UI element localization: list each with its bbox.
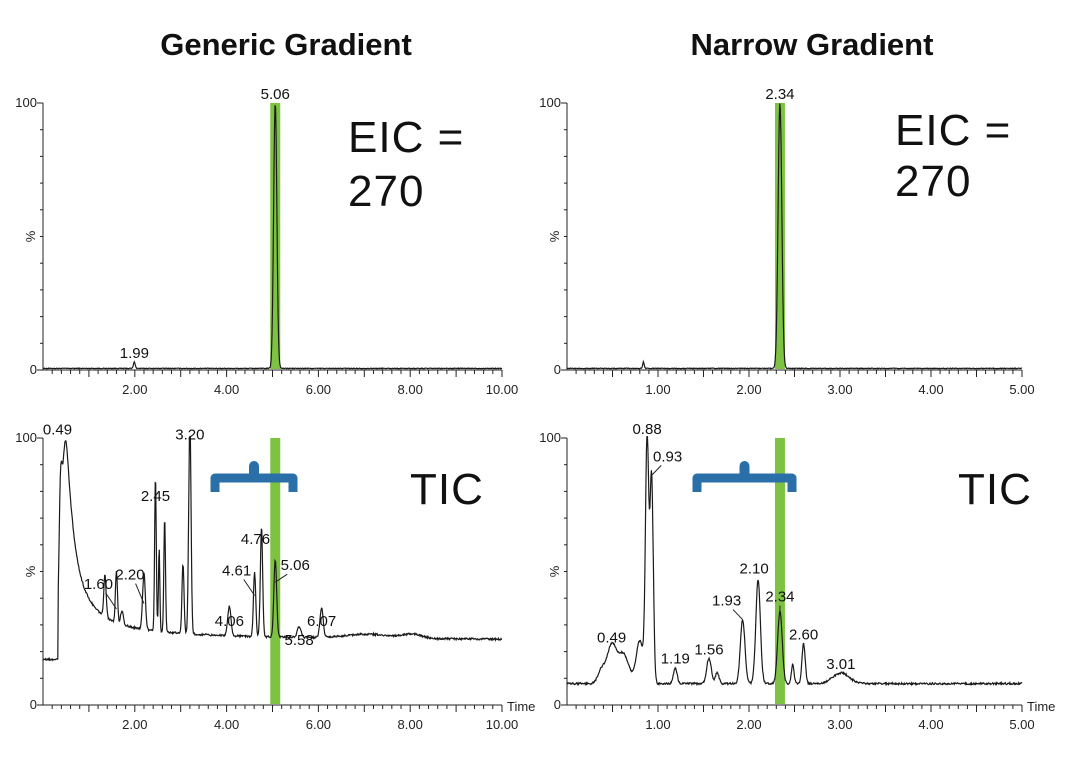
x-tick-label: 8.00: [398, 382, 423, 397]
highlight-band: [270, 103, 281, 369]
y-tick-label: 100: [15, 95, 37, 110]
peak-label: 2.10: [739, 561, 768, 578]
peak-label: 0.88: [632, 421, 661, 438]
peak-label: 3.01: [826, 656, 855, 673]
trace-line: [566, 103, 1023, 370]
peak-label: 2.45: [141, 488, 170, 505]
x-tick-label: 3.00: [827, 382, 852, 397]
x-tick-label: 2.00: [122, 717, 147, 732]
x-axis-label: Time: [1027, 699, 1055, 714]
x-tick-label: 4.00: [214, 717, 239, 732]
peak-label: 0.49: [43, 422, 72, 439]
y-tick-label: 100: [15, 430, 37, 445]
x-tick-label: 1.00: [645, 382, 670, 397]
y-tick-label: 0: [30, 362, 37, 377]
chromatogram-panel-1: 0 100 2.00 4.00 6.00 8.00 10.00% 1.99 5.06: [15, 86, 518, 397]
peak-label: 6.07: [307, 613, 336, 630]
peak-label: 0.49: [597, 629, 626, 646]
panel-title-narrow: Narrow Gradient: [691, 27, 934, 62]
x-tick-label: 4.00: [918, 382, 943, 397]
peak-label: 1.99: [120, 345, 149, 362]
peak-label: 1.93: [712, 593, 741, 610]
peak-leader-line: [243, 579, 256, 596]
highlight-band: [774, 438, 785, 704]
x-tick-label: 1.00: [645, 717, 670, 732]
x-tick-label: 3.00: [827, 717, 852, 732]
peak-leader-line: [732, 609, 743, 620]
peak-label: 1.56: [694, 641, 723, 658]
peak-label: 1.60: [84, 576, 113, 593]
peak-label: 1.19: [661, 651, 690, 668]
y-axis-label: %: [23, 230, 38, 242]
eic-label-left: EIC =: [348, 113, 464, 162]
peak-label: 5.58: [285, 632, 314, 649]
highlight-band: [270, 438, 281, 704]
y-axis-label: %: [23, 565, 38, 577]
peak-label: 2.34: [765, 589, 794, 606]
y-tick-label: 100: [539, 95, 561, 110]
y-axis-label: %: [547, 565, 562, 577]
x-tick-label: 5.00: [1009, 717, 1034, 732]
x-tick-label: 8.00: [398, 717, 423, 732]
peak-leader-line: [105, 592, 117, 610]
peak-label: 2.60: [789, 627, 818, 644]
chromatogram-panel-2: 0 100 1.00 2.00 3.00 4.00 5.00% 2.34: [539, 86, 1034, 397]
x-tick-label: 6.00: [306, 382, 331, 397]
peak-label: 4.06: [215, 613, 244, 630]
bracket-notch: [249, 461, 259, 479]
x-tick-label: 4.00: [918, 717, 943, 732]
x-tick-label: 10.00: [486, 382, 519, 397]
y-tick-label: 0: [30, 697, 37, 712]
y-axis-label: %: [547, 230, 562, 242]
eic-mass-left: 270: [348, 167, 424, 216]
peak-label: 4.61: [222, 563, 251, 580]
peak-label: 5.06: [261, 86, 290, 103]
peak-label: 5.06: [281, 557, 310, 574]
y-tick-label: 0: [554, 697, 561, 712]
chromatogram-panel-4: 0 100 1.00 2.00 3.00 4.00 5.00% Time 0.49 0.88 0.9…: [539, 421, 1055, 732]
peak-label: 4.76: [241, 531, 270, 548]
trace-line: [42, 435, 503, 662]
eic-label-right: EIC =: [895, 106, 1011, 155]
x-axis-label: Time: [507, 699, 535, 714]
x-tick-label: 2.00: [736, 382, 761, 397]
trace-line: [566, 436, 1023, 687]
peak-leader-line: [651, 465, 662, 476]
x-tick-label: 4.00: [214, 382, 239, 397]
peak-label: 2.34: [765, 86, 794, 103]
x-tick-label: 2.00: [736, 717, 761, 732]
peak-leader-line: [274, 573, 288, 583]
tic-label-right: TIC: [958, 465, 1032, 514]
x-tick-label: 6.00: [306, 717, 331, 732]
peak-leader-line: [135, 583, 145, 604]
y-tick-label: 100: [539, 430, 561, 445]
bracket-icon: [210, 473, 298, 492]
peak-label: 3.20: [175, 426, 204, 443]
panel-title-generic: Generic Gradient: [160, 27, 412, 62]
x-tick-label: 5.00: [1009, 382, 1034, 397]
tic-label-left: TIC: [410, 465, 484, 514]
y-tick-label: 0: [554, 362, 561, 377]
trace-line: [42, 105, 503, 370]
eic-mass-right: 270: [895, 157, 971, 206]
peak-label: 0.93: [653, 448, 682, 465]
x-tick-label: 10.00: [486, 717, 519, 732]
highlight-band: [774, 103, 785, 369]
bracket-notch: [739, 461, 750, 479]
peak-label: 2.20: [115, 567, 144, 584]
x-tick-label: 2.00: [122, 382, 147, 397]
